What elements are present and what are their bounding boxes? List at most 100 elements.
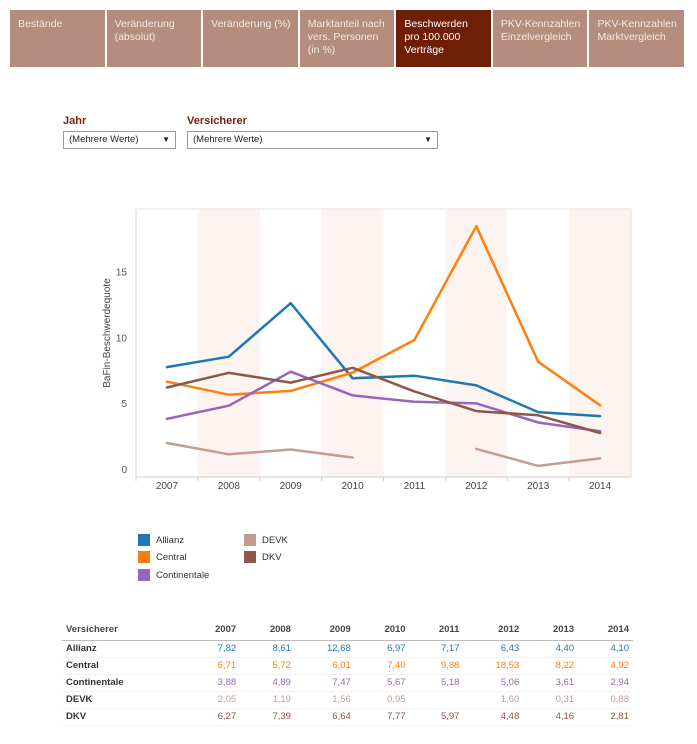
table-cell: 5,72 bbox=[240, 657, 295, 675]
table-row: DKV 6,27 7,39 6,64 7,77 5,97 4,48 4,16 2… bbox=[62, 708, 633, 726]
table-cell bbox=[409, 691, 464, 709]
tab-beschwerden[interactable]: Beschwerden pro 100.000 Verträge bbox=[396, 10, 491, 67]
y-tick-label: 5 bbox=[121, 399, 127, 410]
legend-swatch bbox=[138, 551, 150, 563]
y-tick-label: 15 bbox=[116, 268, 128, 279]
table-cell: 0,31 bbox=[523, 691, 579, 709]
table-cell: 5,67 bbox=[354, 674, 410, 692]
table-cell: 6,27 bbox=[185, 708, 241, 726]
data-table: Versicherer 2007 2008 2009 2010 2011 201… bbox=[62, 620, 633, 726]
table-cell: 1,56 bbox=[294, 691, 355, 709]
tab-pkv-marktvergleich[interactable]: PKV-Kennzahlen Marktvergleich bbox=[589, 10, 685, 67]
y-axis-label: BaFin-Beschwerdequote bbox=[102, 278, 113, 388]
x-tick-label: 2014 bbox=[589, 481, 612, 492]
series-line-devk bbox=[475, 447, 602, 468]
table-cell: 9,88 bbox=[409, 657, 464, 675]
legend-label: DEVK bbox=[262, 534, 288, 546]
series-line-devk bbox=[165, 441, 354, 459]
table-cell: 7,39 bbox=[240, 708, 295, 726]
chart-band bbox=[569, 209, 631, 477]
table-cell: 6,97 bbox=[354, 640, 410, 658]
table-cell: 1,19 bbox=[240, 691, 295, 709]
table-cell: 0,95 bbox=[354, 691, 410, 709]
chart-band bbox=[321, 209, 384, 477]
series-line-dkv bbox=[165, 366, 602, 435]
jahr-dropdown-value: (Mehrere Werte) bbox=[69, 134, 139, 145]
table-cell: 3,61 bbox=[523, 674, 579, 692]
table-cell: 4,10 bbox=[578, 640, 633, 658]
table-cell: 2,94 bbox=[578, 674, 633, 692]
table-cell: 4,40 bbox=[523, 640, 579, 658]
table-cell: 4,48 bbox=[463, 708, 524, 726]
table-cell: 3,88 bbox=[185, 674, 241, 692]
legend-item: DEVK bbox=[244, 534, 288, 546]
legend-swatch bbox=[244, 534, 256, 546]
table-cell: 6,71 bbox=[185, 657, 241, 675]
table-cell: 5,18 bbox=[409, 674, 464, 692]
series-line-central bbox=[165, 224, 602, 407]
chart-band bbox=[445, 209, 508, 477]
table-cell: 2,81 bbox=[578, 708, 633, 726]
legend-label: Central bbox=[156, 551, 187, 563]
column-header: 2011 bbox=[409, 620, 464, 641]
table-cell: 12,68 bbox=[294, 640, 355, 658]
tab-veraenderung-prozent[interactable]: Veränderung (%) bbox=[203, 10, 298, 67]
x-tick-label: 2013 bbox=[527, 481, 550, 492]
x-tick-label: 2012 bbox=[465, 481, 488, 492]
table-cell: 6,64 bbox=[294, 708, 355, 726]
series-line-continentale bbox=[165, 370, 602, 433]
table-cell: 7,17 bbox=[409, 640, 464, 658]
tab-bestaende[interactable]: Bestände bbox=[10, 10, 105, 67]
column-header: 2014 bbox=[578, 620, 633, 641]
table-cell: DEVK bbox=[62, 691, 186, 709]
table-cell: 4,16 bbox=[523, 708, 579, 726]
jahr-dropdown[interactable]: (Mehrere Werte) ▼ bbox=[63, 131, 176, 149]
x-tick-label: 2009 bbox=[280, 481, 303, 492]
table-cell: Allianz bbox=[62, 640, 186, 658]
table-cell: 18,53 bbox=[463, 657, 524, 675]
y-tick-label: 0 bbox=[121, 465, 127, 476]
table-row: Central 6,71 5,72 6,01 7,40 9,88 18,53 8… bbox=[62, 657, 633, 675]
chart-band bbox=[197, 209, 260, 477]
table-cell: 5,06 bbox=[463, 674, 524, 692]
table-cell: 8,22 bbox=[523, 657, 579, 675]
column-header: 2007 bbox=[185, 620, 241, 641]
column-header: 2009 bbox=[294, 620, 355, 641]
legend-item: Continentale bbox=[138, 569, 209, 581]
table-cell: 8,61 bbox=[240, 640, 295, 658]
tab-veraenderung-absolut[interactable]: Veränderung (absolut) bbox=[106, 10, 202, 67]
table-cell: 7,47 bbox=[294, 674, 355, 692]
table-cell: 2,05 bbox=[185, 691, 241, 709]
x-tick-label: 2011 bbox=[404, 481, 426, 492]
versicherer-dropdown[interactable]: (Mehrere Werte) ▼ bbox=[187, 131, 438, 149]
tab-marktanteil[interactable]: Marktanteil nach vers. Personen (in %) bbox=[299, 10, 395, 67]
table-cell: 7,40 bbox=[354, 657, 410, 675]
legend-swatch bbox=[244, 551, 256, 563]
table-cell: Continentale bbox=[62, 674, 186, 692]
column-header: 2013 bbox=[523, 620, 579, 641]
legend-item: DKV bbox=[244, 551, 282, 563]
table-cell: Central bbox=[62, 657, 186, 675]
legend-item: Central bbox=[138, 551, 187, 563]
table-cell: 0,88 bbox=[578, 691, 633, 709]
tab-bar: Bestände Veränderung (absolut) Veränderu… bbox=[10, 10, 685, 67]
tab-pkv-einzelvergleich[interactable]: PKV-Kennzahlen Einzelvergleich bbox=[492, 10, 588, 67]
table-cell: DKV bbox=[62, 708, 186, 726]
column-header: Versicherer bbox=[62, 620, 186, 641]
legend-label: Continentale bbox=[156, 569, 210, 581]
x-tick-label: 2007 bbox=[156, 481, 179, 492]
y-tick-label: 10 bbox=[116, 333, 128, 344]
table-cell: 7,82 bbox=[185, 640, 241, 658]
column-header: 2010 bbox=[354, 620, 410, 641]
versicherer-filter-label: Versicherer bbox=[187, 115, 247, 127]
x-tick-label: 2010 bbox=[341, 481, 364, 492]
table-cell: 7,77 bbox=[354, 708, 410, 726]
legend-label: DKV bbox=[262, 551, 282, 563]
chevron-down-icon: ▼ bbox=[162, 135, 170, 144]
table-cell: 4,89 bbox=[240, 674, 295, 692]
table-row: Continentale 3,88 4,89 7,47 5,67 5,18 5,… bbox=[62, 674, 633, 692]
x-tick-label: 2008 bbox=[218, 481, 241, 492]
table-cell: 6,01 bbox=[294, 657, 355, 675]
legend-label: Allianz bbox=[156, 534, 184, 546]
